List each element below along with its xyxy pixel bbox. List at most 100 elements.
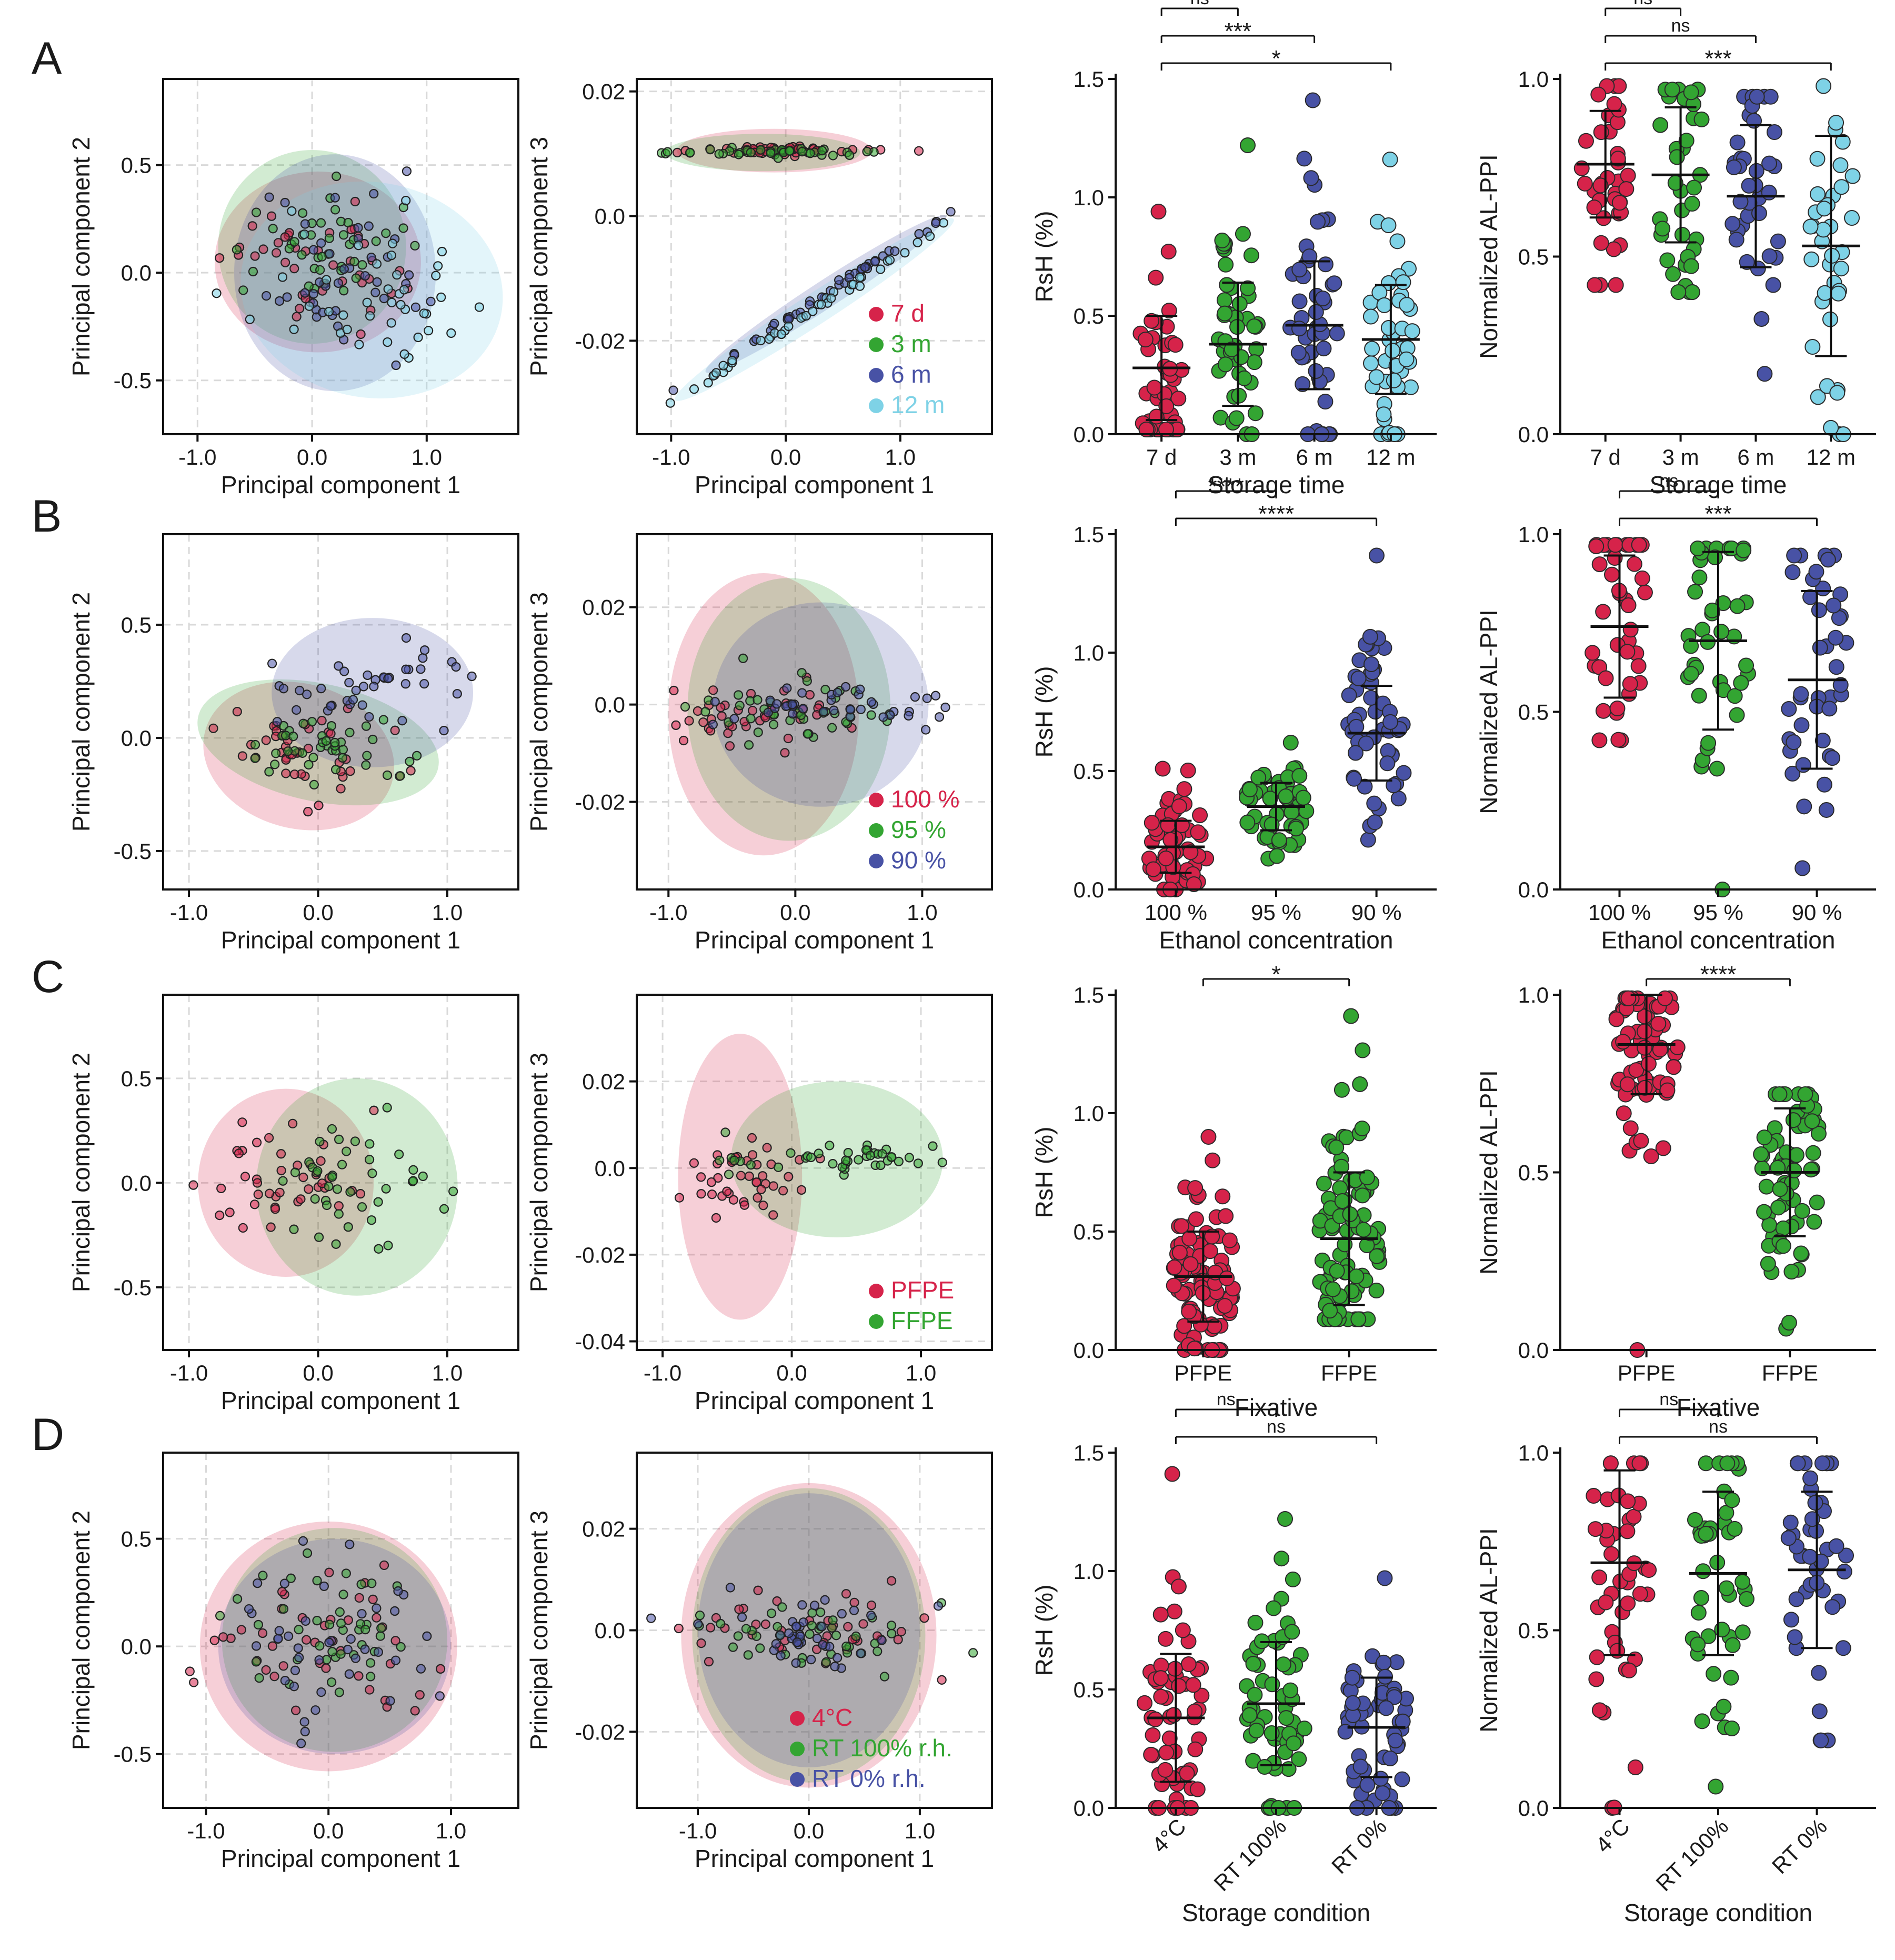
y-tick-label: 1.5 [1074, 522, 1104, 547]
data-point [270, 1204, 280, 1214]
data-point [1811, 1703, 1828, 1719]
data-point [1728, 232, 1744, 248]
data-point [866, 1611, 876, 1621]
data-point [782, 683, 792, 693]
data-point [315, 1136, 325, 1147]
x-tick-label: -1.0 [187, 1818, 225, 1843]
data-point [938, 218, 948, 228]
data-point [1794, 860, 1811, 876]
data-point [364, 712, 374, 722]
data-point [753, 1193, 763, 1203]
data-point [343, 1645, 353, 1655]
data-point [1718, 1580, 1734, 1596]
data-point [700, 707, 710, 717]
data-point [1758, 1178, 1774, 1195]
data-point [1633, 1133, 1649, 1149]
data-point [1158, 1631, 1174, 1647]
data-point [238, 285, 248, 295]
data-point [841, 1155, 851, 1165]
category-label: PFPE [1175, 1361, 1232, 1385]
data-point [412, 751, 422, 761]
data-point [1640, 1056, 1657, 1072]
data-point [1204, 1228, 1220, 1245]
data-point [374, 1244, 384, 1254]
data-point [1626, 1508, 1642, 1525]
data-point [410, 302, 420, 312]
data-point [1787, 1629, 1803, 1645]
data-point [292, 312, 302, 322]
data-point [290, 1665, 300, 1675]
data-point [1240, 280, 1256, 296]
data-point [1781, 701, 1797, 717]
data-point [672, 147, 683, 157]
data-point [1379, 755, 1396, 772]
data-point [896, 1627, 906, 1637]
data-point [238, 1223, 248, 1233]
data-point [1247, 1687, 1263, 1703]
data-point [1591, 556, 1608, 573]
data-point [797, 688, 807, 698]
data-point [1166, 1707, 1182, 1723]
x-tick-label: 1.0 [412, 445, 442, 469]
data-point [1334, 1193, 1350, 1209]
data-point [1171, 1244, 1188, 1261]
data-point [1329, 325, 1345, 342]
data-point [439, 1204, 449, 1214]
data-point [1812, 639, 1828, 656]
data-point [314, 801, 324, 811]
data-point [1724, 216, 1741, 232]
data-point [336, 1618, 346, 1628]
data-point [1218, 256, 1234, 273]
plot-area-d-pca13 [637, 1453, 992, 1808]
data-point [723, 728, 733, 738]
y-tick-label: 0.5 [1518, 1618, 1549, 1643]
data-point [304, 301, 314, 311]
data-point [1291, 321, 1307, 337]
data-point [410, 241, 420, 251]
data-point [858, 1619, 868, 1629]
data-point [1652, 1042, 1668, 1058]
data-point [1637, 584, 1653, 601]
data-point [298, 1172, 308, 1183]
data-point [1376, 1654, 1392, 1671]
data-point [1399, 297, 1415, 313]
y-axis-title: Normalized AL-PPI [1475, 154, 1502, 359]
data-point [1821, 701, 1838, 717]
data-point [1357, 778, 1373, 795]
plot-frame-a-pca12 [162, 78, 519, 435]
data-point [718, 361, 728, 371]
data-point [890, 246, 900, 256]
data-point [1241, 1707, 1258, 1723]
data-point [862, 146, 872, 157]
data-point [1296, 151, 1312, 167]
y-axis-title: Principal component 2 [67, 592, 95, 832]
data-point [1785, 1112, 1801, 1128]
data-point [728, 1642, 738, 1652]
data-point [937, 1157, 947, 1167]
data-point [1664, 82, 1680, 98]
data-point [264, 1133, 274, 1143]
sig-label: *** [1705, 46, 1731, 72]
chart-a-pca12: -1.0 0.0 1.0 -0.5 0.0 0.5 Principal component … [67, 78, 519, 498]
data-point [338, 745, 348, 755]
data-point [1808, 564, 1824, 580]
data-point [1793, 717, 1810, 733]
data-point [1810, 1125, 1827, 1142]
data-point [360, 1625, 370, 1635]
data-point [274, 1626, 284, 1636]
data-point [1152, 1670, 1169, 1686]
data-point [866, 697, 876, 707]
data-point [921, 725, 931, 735]
data-point [900, 248, 910, 258]
data-point [707, 1189, 717, 1199]
data-point [277, 1587, 287, 1597]
data-point [467, 671, 477, 682]
data-point [1217, 1298, 1233, 1314]
data-point [1734, 1574, 1751, 1590]
data-point [280, 257, 290, 267]
data-point [1185, 1677, 1201, 1693]
data-point [797, 147, 807, 157]
sig-label: ns [1659, 471, 1678, 491]
x-axis-title: Principal component 1 [695, 1845, 934, 1872]
data-point [345, 1187, 355, 1197]
